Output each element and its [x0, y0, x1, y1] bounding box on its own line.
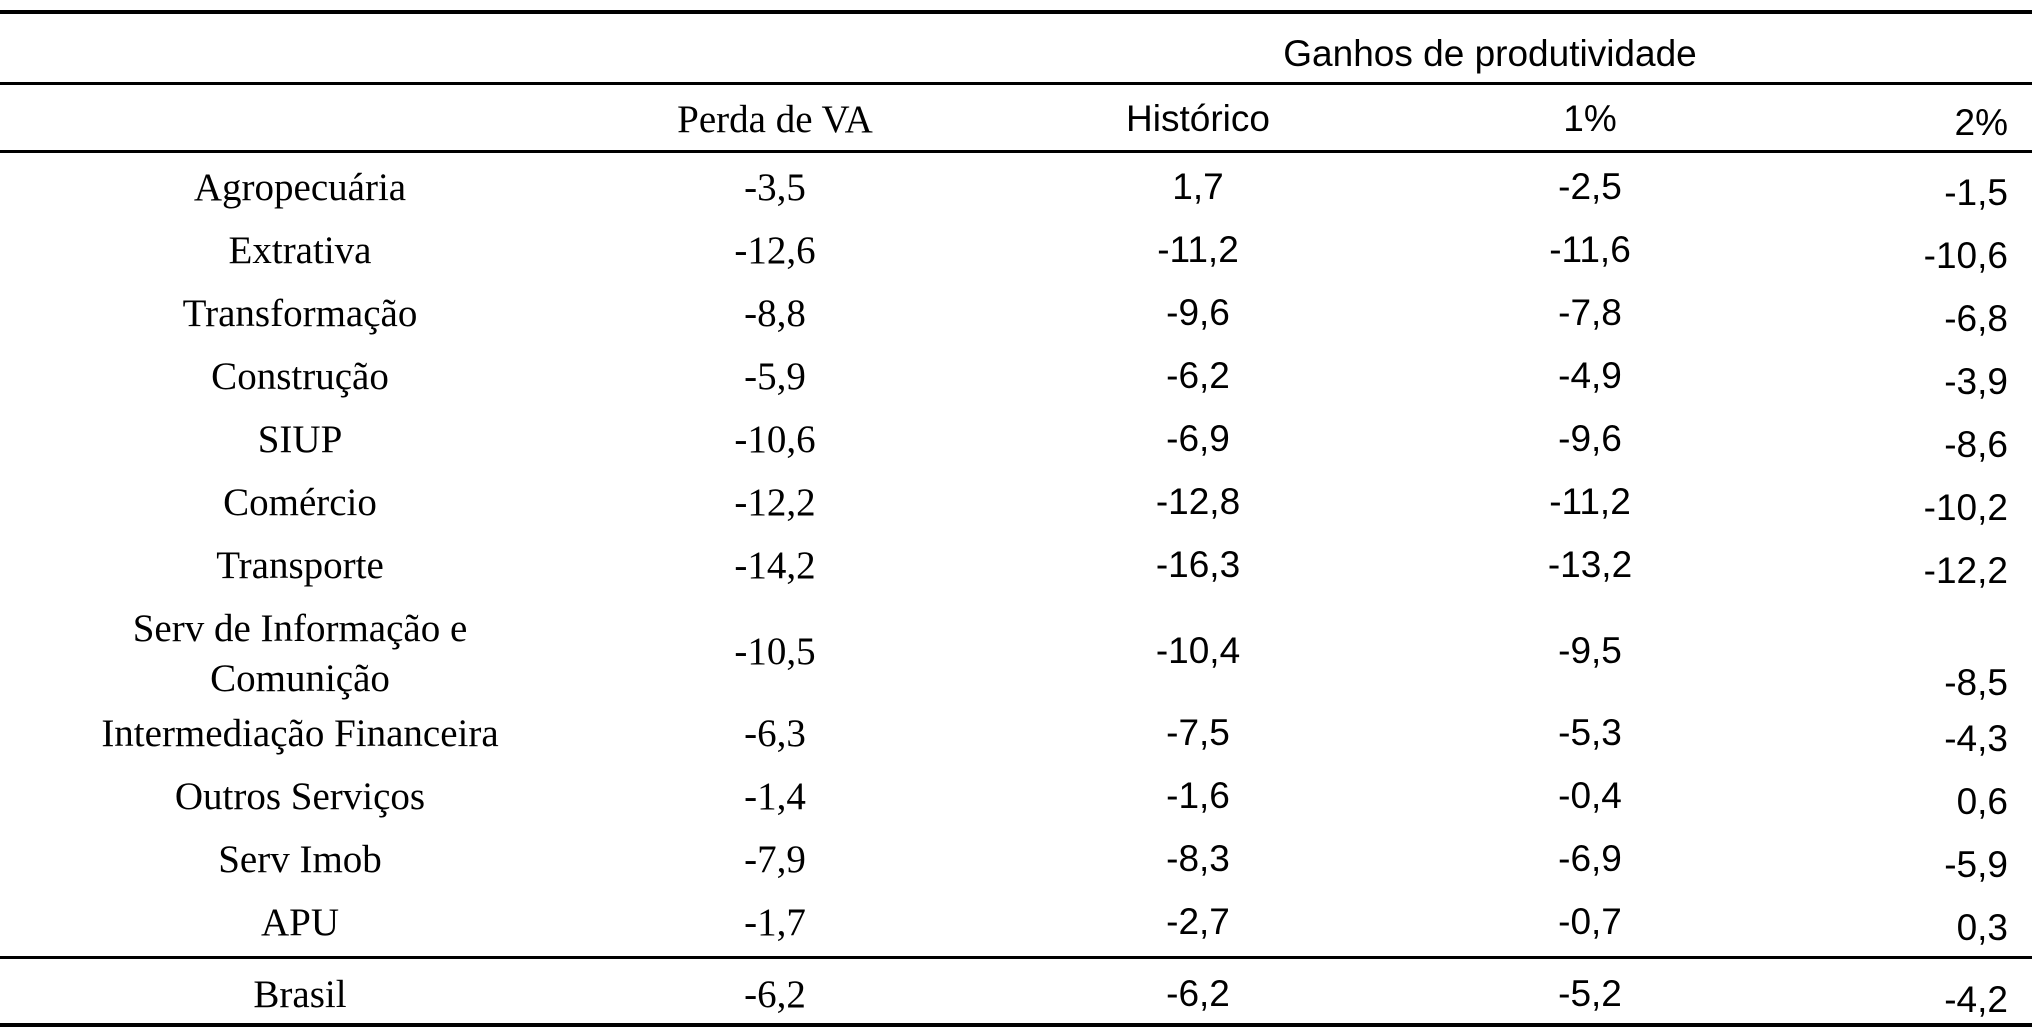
cell-historico: -10,4: [1155, 630, 1241, 671]
cell-2pct: -1,5: [1944, 172, 2008, 213]
cell-perda-va: -1,7: [744, 901, 806, 944]
cell-1pct: -11,6: [1549, 229, 1631, 270]
cell-historico: -11,2: [1157, 229, 1239, 270]
table-top-rule: [0, 10, 2032, 14]
row-label: Transporte: [216, 544, 384, 587]
cell-1pct: -0,7: [1558, 901, 1622, 942]
cell-2pct: -8,5: [1944, 662, 2008, 703]
cell-perda-va: -7,9: [744, 838, 806, 881]
table-bottom-rule: [0, 1023, 2032, 1027]
row-label: SIUP: [257, 418, 343, 461]
row-label: Construção: [211, 355, 389, 398]
cell-2pct: -5,9: [1944, 844, 2008, 885]
row-label: Outros Serviços: [174, 775, 426, 818]
row-label: Comércio: [223, 481, 377, 524]
cell-1pct: -0,4: [1558, 775, 1622, 816]
cell-2pct: -12,2: [1923, 550, 2008, 591]
cell-2pct: -6,8: [1944, 298, 2008, 339]
total-separator-rule: [0, 956, 2032, 959]
cell-1pct: -9,5: [1558, 630, 1622, 671]
row-label-line: Serv de Informação e: [132, 607, 468, 650]
cell-1pct: -9,6: [1558, 418, 1622, 459]
cell-2pct: -8,6: [1944, 424, 2008, 465]
cell-historico: -8,3: [1166, 838, 1230, 879]
cell-historico: -1,6: [1166, 775, 1230, 816]
cell-perda-va: -1,4: [744, 775, 806, 818]
cell-perda-va: -12,2: [734, 481, 816, 524]
column-header-1pct: 1%: [1563, 98, 1617, 139]
cell-1pct: -6,9: [1558, 838, 1622, 879]
row-label: Extrativa: [228, 229, 372, 272]
row-label: Intermediação Financeira: [101, 712, 499, 755]
column-header-perda-va: Perda de VA: [677, 98, 873, 141]
cell-perda-va: -6,3: [744, 712, 806, 755]
cell-1pct: -4,9: [1558, 355, 1622, 396]
cell-perda-va: -12,6: [734, 229, 816, 272]
cell-historico: 1,7: [1172, 166, 1224, 207]
cell-1pct: -13,2: [1547, 544, 1633, 585]
row-label: Serv Imob: [218, 838, 382, 881]
group-header-rule: [0, 82, 2032, 85]
row-label: Serv de Informação e Comunição: [133, 604, 468, 704]
row-label-line: Comunição: [210, 657, 390, 700]
cell-2pct: -3,9: [1944, 361, 2008, 402]
total-cell-1pct: -5,2: [1558, 973, 1622, 1014]
cell-historico: -7,5: [1166, 712, 1230, 753]
cell-historico: -9,6: [1166, 292, 1230, 333]
total-cell-historico: -6,2: [1166, 973, 1230, 1014]
cell-perda-va: -3,5: [744, 166, 806, 209]
total-cell-2pct: -4,2: [1944, 979, 2008, 1020]
cell-2pct: -10,6: [1923, 235, 2008, 276]
row-label: Transformação: [182, 292, 418, 335]
cell-historico: -6,9: [1166, 418, 1230, 459]
cell-2pct: 0,6: [1956, 781, 2008, 822]
cell-historico: -16,3: [1155, 544, 1241, 585]
column-header-2pct: 2%: [1954, 102, 2008, 143]
cell-2pct: -4,3: [1944, 718, 2008, 759]
total-row-label: Brasil: [253, 973, 347, 1016]
cell-perda-va: -5,9: [744, 355, 806, 398]
cell-perda-va: -10,6: [734, 418, 816, 461]
cell-2pct: -10,2: [1923, 487, 2008, 528]
total-cell-perda-va: -6,2: [744, 973, 806, 1016]
cell-1pct: -11,2: [1549, 481, 1631, 522]
cell-2pct: 0,3: [1956, 907, 2008, 948]
cell-perda-va: -14,2: [734, 544, 816, 587]
cell-historico: -6,2: [1166, 355, 1230, 396]
cell-perda-va: -10,5: [734, 630, 816, 673]
column-header-rule: [0, 150, 2032, 153]
cell-perda-va: -8,8: [744, 292, 806, 335]
row-label: APU: [260, 901, 340, 944]
row-label: Agropecuária: [193, 166, 407, 209]
cell-1pct: -7,8: [1558, 292, 1622, 333]
group-header-label: Ganhos de produtividade: [1283, 33, 1697, 74]
cell-historico: -2,7: [1166, 901, 1230, 942]
cell-1pct: -2,5: [1558, 166, 1622, 207]
cell-historico: -12,8: [1155, 481, 1241, 522]
cell-1pct: -5,3: [1558, 712, 1622, 753]
column-header-historico: Histórico: [1126, 98, 1270, 139]
